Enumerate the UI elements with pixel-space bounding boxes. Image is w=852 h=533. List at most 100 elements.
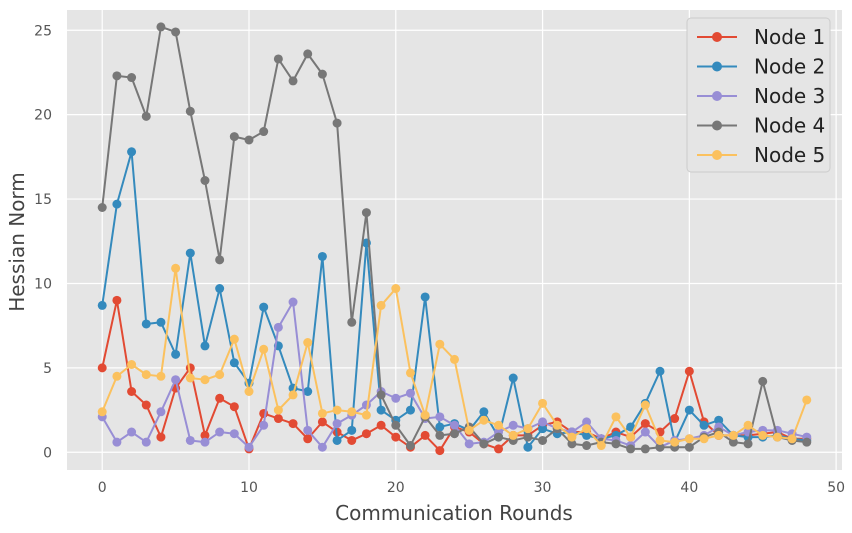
node-5-point: [127, 359, 137, 369]
legend-label: Node 4: [754, 114, 825, 138]
legend-marker: [712, 32, 722, 42]
legend-item-node-2: Node 2: [697, 55, 825, 79]
y-tick-label: 5: [43, 361, 52, 377]
node-4-point: [494, 432, 504, 442]
node-4-point: [479, 439, 489, 449]
node-5-point: [332, 405, 342, 415]
node-5-point: [361, 410, 371, 420]
node-2-point: [655, 366, 665, 376]
node-3-point: [127, 427, 137, 437]
node-2-point: [420, 292, 430, 302]
legend-label: Node 5: [754, 143, 825, 167]
node-4-point: [200, 175, 210, 185]
legend-label: Node 3: [754, 84, 825, 108]
series-node-5: [97, 263, 812, 451]
node-5-point: [376, 300, 386, 310]
node-5-point: [171, 263, 181, 273]
node-5-point: [758, 430, 768, 440]
node-1-point: [273, 414, 283, 424]
node-2-point: [97, 300, 107, 310]
node-4-point: [273, 54, 283, 64]
node-1-point: [347, 435, 357, 445]
node-1-point: [494, 444, 504, 454]
legend-marker: [712, 120, 722, 131]
node-4-point: [684, 442, 694, 452]
node-4-point: [405, 441, 415, 451]
series-group: [97, 22, 812, 456]
node-5-point: [699, 434, 709, 444]
node-2-point: [714, 415, 724, 425]
node-3-point: [391, 393, 401, 403]
node-3-point: [141, 437, 151, 447]
node-5-point: [494, 420, 504, 430]
node-4-point: [523, 432, 533, 442]
legend-marker: [712, 61, 722, 72]
x-axis-label: Communication Rounds: [335, 501, 573, 525]
node-5-point: [259, 344, 269, 354]
legend-label: Node 1: [754, 25, 825, 49]
node-5-point: [743, 420, 753, 430]
node-2-point: [141, 319, 151, 329]
node-1-point: [376, 420, 386, 430]
node-4-point: [450, 429, 459, 439]
node-4-point: [626, 444, 636, 454]
node-2-point: [699, 420, 709, 430]
y-tick-label: 15: [34, 192, 52, 208]
node-3-point: [273, 322, 283, 332]
node-2-point: [171, 349, 181, 359]
node-3-point: [288, 297, 298, 307]
x-tick-label: 10: [240, 480, 258, 496]
node-1-point: [97, 363, 107, 373]
node-4-point: [303, 49, 313, 59]
node-5-point: [420, 410, 430, 420]
node-1-point: [127, 387, 137, 397]
node-3-point: [450, 420, 459, 430]
node-5-point: [435, 339, 445, 349]
y-tick-label: 0: [43, 445, 52, 461]
node-3-point: [317, 442, 327, 452]
node-5-point: [567, 432, 577, 442]
node-1-point: [670, 414, 680, 424]
node-4-point: [640, 444, 650, 454]
node-4-point: [332, 118, 342, 128]
node-2-point: [303, 387, 313, 397]
node-4-point: [185, 106, 195, 116]
node-4-point: [112, 71, 122, 81]
legend-box: [686, 17, 831, 173]
node-2-point: [215, 284, 225, 294]
node-5-point: [684, 434, 694, 444]
node-4-point: [259, 127, 269, 137]
y-tick-label: 25: [34, 23, 52, 39]
node-2-point: [684, 405, 694, 415]
node-3-point: [215, 427, 225, 437]
node-5-point: [303, 338, 313, 348]
node-4-point: [567, 439, 577, 449]
node-3-point: [171, 375, 181, 385]
node-2-point: [538, 424, 548, 434]
node-2-point: [317, 251, 327, 261]
node-4-point: [361, 208, 371, 218]
node-5-point: [552, 420, 562, 430]
node-1-point: [288, 419, 298, 429]
node-1-point: [361, 429, 371, 439]
node-4-point: [244, 135, 254, 145]
node-4-point: [391, 420, 401, 430]
node-5-point: [97, 407, 107, 417]
node-5-point: [450, 354, 459, 364]
node-5-point: [802, 395, 812, 405]
legend-item-node-1: Node 1: [697, 25, 825, 49]
node-2-point: [523, 442, 533, 452]
node-2-point: [185, 248, 195, 258]
node-5-point: [244, 387, 254, 397]
node-2-point: [405, 405, 415, 415]
node-5-point: [787, 434, 797, 444]
node-4-point: [215, 255, 225, 265]
node-5-point: [156, 371, 166, 381]
node-4-point: [655, 442, 665, 452]
node-1-point: [684, 366, 694, 376]
node-4-point: [538, 435, 548, 445]
node-4-point: [127, 73, 137, 83]
node-4-point: [171, 27, 181, 37]
node-3-point: [332, 419, 342, 429]
node-2-point: [259, 302, 269, 312]
